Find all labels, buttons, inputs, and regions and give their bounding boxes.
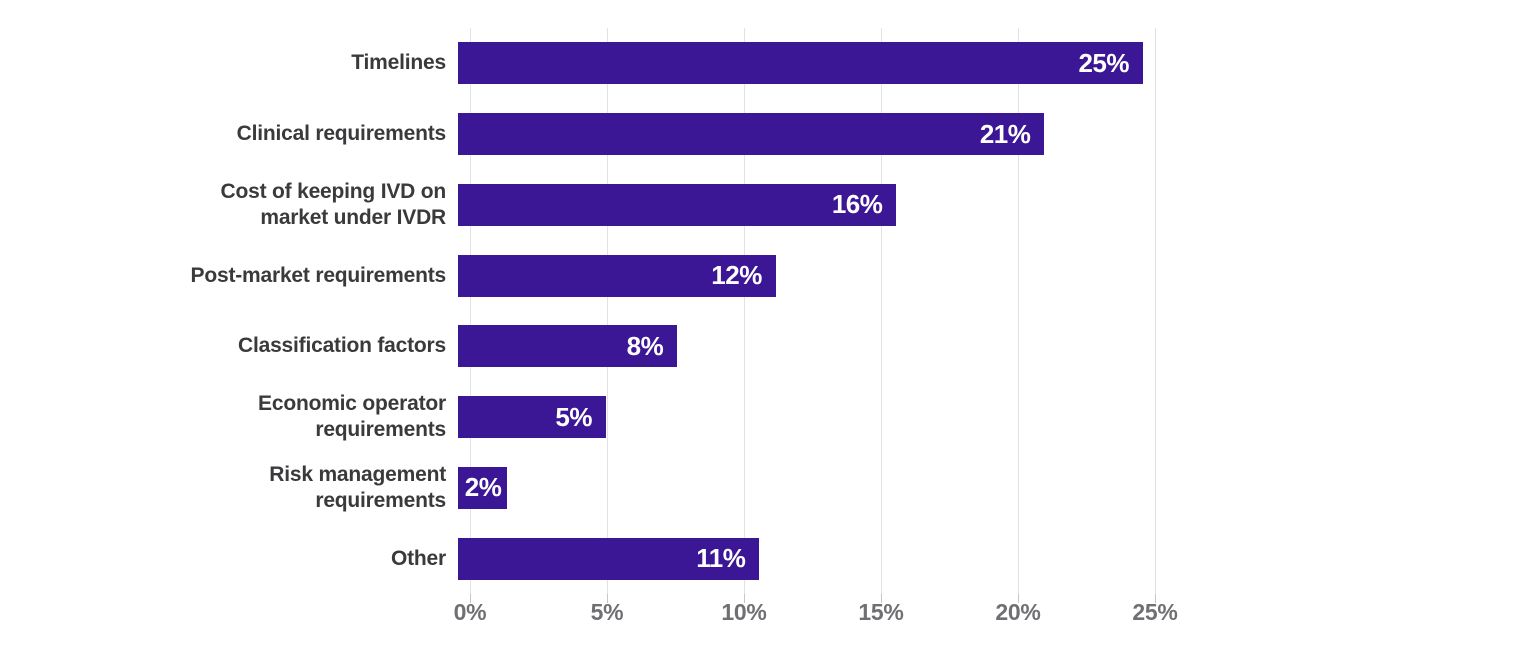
bar-5: 8% [458,325,678,368]
bar-2: 21% [458,113,1045,156]
x-axis-tickmark [880,594,882,603]
bar-row: Clinical requirements 21% [0,99,1514,170]
x-axis-tick-label: 10% [721,599,767,625]
x-axis-tickmark [469,594,471,603]
bar-1: 25% [458,42,1143,85]
bar-3: 16% [458,183,897,226]
category-label: Timelines [351,51,446,75]
category-label: Classification factors [238,334,446,358]
bar-7: 2% [458,466,508,509]
x-axis-tick-label: 15% [858,599,904,625]
bar-row: Other 11% [0,523,1514,594]
x-axis-tick-label: 5% [590,599,624,625]
bar-row: Classification factors 8% [0,311,1514,382]
bar-track: 21% [458,113,1514,156]
bar-row: Risk management requirements 2% [0,453,1514,524]
bar-row: Economic operator requirements 5% [0,382,1514,453]
bar-value-label: 16% [831,189,883,220]
bar-value-label: 25% [1078,47,1129,78]
x-axis-tickmark [743,594,745,603]
bar-value-label: 5% [555,401,592,432]
bar-row: Post-market requirements 12% [0,240,1514,311]
bar-track: 11% [458,537,1514,580]
x-axis-tickmark [606,594,608,603]
bar-track: 8% [458,325,1514,368]
x-axis-tick-label: 25% [1132,599,1178,625]
bar-value-label: 21% [979,118,1031,149]
vertical-gridline [1154,28,1156,594]
vertical-gridline [1017,28,1019,594]
bar-4: 12% [458,254,776,297]
bar-value-label: 11% [696,543,746,574]
bar-track: 12% [458,254,1514,297]
vertical-gridline [880,28,882,594]
category-label: Risk management requirements [269,462,446,512]
bar-track: 25% [458,42,1514,85]
bar-value-label: 8% [626,330,664,361]
bar-value-label: 12% [711,260,762,291]
category-label: Cost of keeping IVD on market under IVDR [220,179,447,229]
bar-row: Cost of keeping IVD on market under IVDR… [0,170,1514,241]
bar-row: Timelines 25% [0,28,1514,99]
bar-track: 2% [458,466,1514,509]
category-label: Economic operator requirements [258,392,446,442]
x-axis-tick-label: 20% [995,599,1041,625]
vertical-gridline [606,28,608,594]
vertical-gridline [469,28,471,594]
category-label: Clinical requirements [236,122,447,146]
bar-6: 5% [458,396,606,439]
x-axis-tick-label: 0% [453,599,487,625]
category-label: Other [390,546,446,570]
bars-area: Timelines 25% Clinical requirements 21% Cost… [0,28,1514,594]
vertical-gridline [743,28,745,594]
category-label: Post-market requirements [190,263,447,287]
x-axis-tickmark [1154,594,1156,603]
bar-value-label: 2% [464,472,502,503]
x-axis-tickmark [1017,594,1019,603]
bar-track: 16% [458,183,1514,226]
bar-track: 5% [458,396,1514,439]
bar-8: 11% [458,537,760,580]
